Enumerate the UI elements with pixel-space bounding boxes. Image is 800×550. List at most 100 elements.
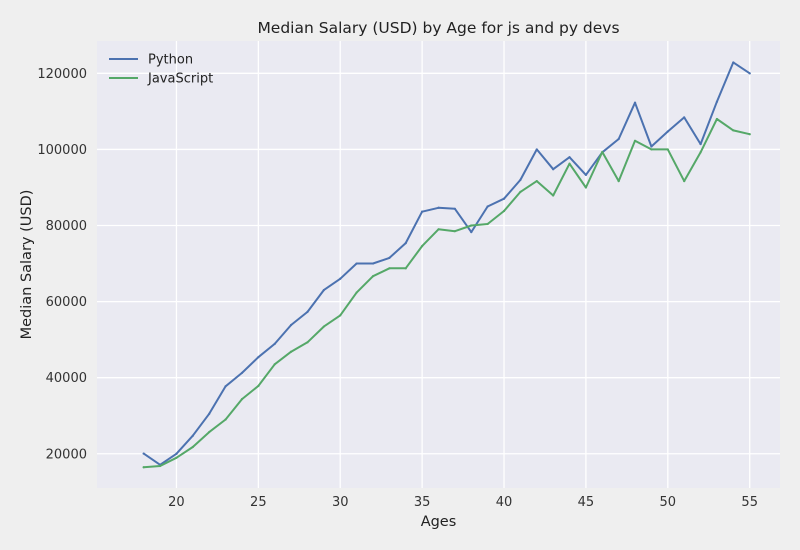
x-tick-label: 45 xyxy=(578,495,595,510)
javascript-data-point xyxy=(142,466,145,469)
x-tick-label: 40 xyxy=(496,495,513,510)
python-data-point xyxy=(732,61,735,64)
python-data-points xyxy=(142,61,751,466)
y-tick-label: 80000 xyxy=(46,219,87,234)
chart-title: Median Salary (USD) by Age for js and py… xyxy=(257,19,619,37)
python-data-point xyxy=(339,277,342,280)
x-tick-label: 55 xyxy=(741,495,758,510)
series-lines xyxy=(142,61,751,469)
javascript-data-point xyxy=(502,209,506,213)
python-data-point xyxy=(453,207,456,210)
y-axis-ticks: 20000 40000 60000 80000 100000 120000 xyxy=(37,67,87,462)
javascript-data-point xyxy=(273,363,276,366)
python-series-line xyxy=(142,61,751,466)
python-data-point xyxy=(568,156,571,159)
python-data-point xyxy=(191,434,194,437)
javascript-data-point xyxy=(666,148,669,151)
x-tick-label: 50 xyxy=(660,495,677,510)
python-data-point xyxy=(355,262,358,265)
y-tick-label: 100000 xyxy=(37,143,87,158)
y-tick-label: 60000 xyxy=(46,295,87,310)
python-data-point xyxy=(552,168,555,171)
y-tick-label: 120000 xyxy=(37,67,87,82)
python-data-point xyxy=(388,256,391,259)
python-data-point xyxy=(175,452,178,455)
python-data-point xyxy=(322,289,325,292)
python-data-point xyxy=(683,116,686,119)
python-data-point xyxy=(289,323,293,327)
gridlines xyxy=(97,41,780,488)
python-data-point xyxy=(715,100,719,103)
python-data-point xyxy=(437,206,440,209)
javascript-data-point xyxy=(584,186,588,189)
legend-label-javascript: JavaScript xyxy=(147,72,213,87)
python-data-point xyxy=(617,137,620,141)
plot-area xyxy=(97,41,780,488)
javascript-data-point xyxy=(519,190,522,194)
javascript-data-point xyxy=(486,222,489,226)
javascript-data-point xyxy=(224,418,227,421)
javascript-data-point xyxy=(633,139,637,142)
python-data-point xyxy=(470,231,473,234)
javascript-data-point xyxy=(388,267,391,270)
javascript-data-point xyxy=(421,245,424,248)
python-data-point xyxy=(240,371,244,375)
javascript-data-point xyxy=(470,224,473,227)
python-data-point xyxy=(633,101,637,104)
python-data-point xyxy=(371,262,375,265)
javascript-data-point xyxy=(306,341,309,344)
python-data-point xyxy=(650,145,653,148)
javascript-data-point xyxy=(437,228,440,231)
javascript-data-point xyxy=(699,151,702,154)
javascript-data-point xyxy=(404,267,407,270)
python-data-point xyxy=(257,356,260,359)
javascript-data-points xyxy=(142,117,751,469)
x-tick-label: 20 xyxy=(168,495,185,510)
javascript-data-point xyxy=(683,180,686,183)
python-data-point xyxy=(208,412,211,415)
javascript-data-point xyxy=(568,162,571,165)
javascript-data-point xyxy=(371,275,375,278)
python-data-point xyxy=(584,173,588,177)
python-data-point xyxy=(519,178,522,181)
x-axis-label: Ages xyxy=(421,514,457,530)
javascript-series-line xyxy=(142,118,751,469)
javascript-data-point xyxy=(715,117,719,121)
javascript-data-point xyxy=(732,129,735,132)
python-data-point xyxy=(486,205,489,208)
javascript-data-point xyxy=(208,430,211,434)
python-data-point xyxy=(748,72,751,75)
y-tick-label: 40000 xyxy=(46,371,87,386)
python-data-point xyxy=(421,210,424,213)
javascript-data-point xyxy=(158,464,162,468)
x-tick-label: 30 xyxy=(332,495,349,510)
python-data-point xyxy=(306,310,309,314)
javascript-data-point xyxy=(191,445,194,449)
javascript-data-point xyxy=(289,350,293,353)
python-data-point xyxy=(502,197,506,200)
python-data-point xyxy=(404,242,407,245)
javascript-data-point xyxy=(617,180,620,183)
python-data-point xyxy=(142,452,145,455)
legend-label-python: Python xyxy=(148,53,193,68)
javascript-data-point xyxy=(552,194,555,197)
python-data-point xyxy=(666,130,669,133)
x-axis-ticks: 20 25 30 35 40 45 50 55 xyxy=(168,495,758,510)
javascript-data-point xyxy=(322,325,325,328)
y-tick-label: 20000 xyxy=(46,447,87,462)
python-data-point xyxy=(224,385,227,388)
x-tick-label: 25 xyxy=(250,495,267,510)
javascript-data-point xyxy=(650,148,653,151)
python-data-point xyxy=(699,142,702,146)
python-data-point xyxy=(535,148,538,151)
javascript-data-point xyxy=(601,150,604,154)
javascript-data-point xyxy=(453,230,456,233)
javascript-data-point xyxy=(175,456,178,459)
x-tick-label: 35 xyxy=(414,495,431,510)
javascript-data-point xyxy=(240,397,244,401)
javascript-data-point xyxy=(355,291,358,294)
python-data-point xyxy=(273,342,276,346)
legend: Python JavaScript xyxy=(109,53,213,87)
y-axis-label: Median Salary (USD) xyxy=(19,190,35,340)
